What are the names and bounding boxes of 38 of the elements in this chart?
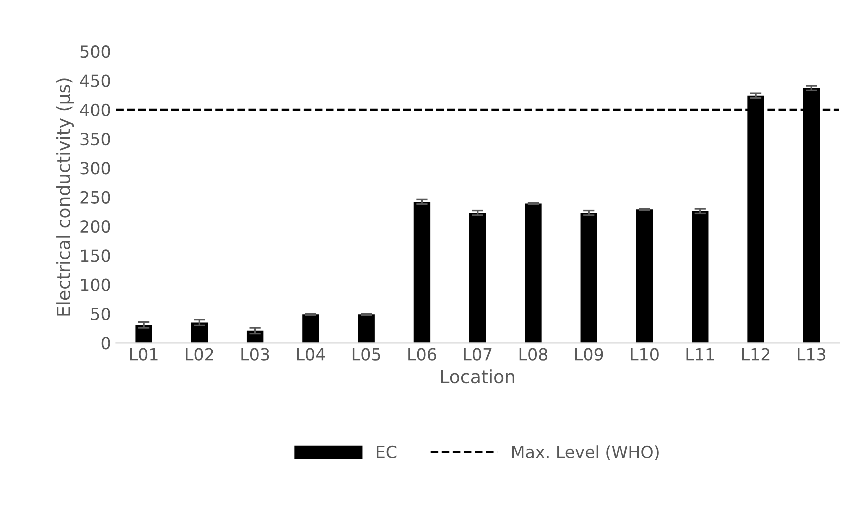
x-tick-label: L10 (631, 348, 659, 361)
bar (692, 211, 709, 344)
y-tick-label: 50 (91, 308, 110, 321)
y-tick-label: 200 (80, 220, 110, 234)
bar (636, 210, 654, 344)
bar (302, 314, 320, 344)
bar (136, 325, 152, 344)
bar (525, 204, 542, 344)
y-tick-label: 350 (80, 133, 110, 146)
bar (414, 202, 431, 344)
y-tick-label: 400 (80, 104, 110, 116)
x-tick-label: L08 (520, 348, 548, 361)
y-tick-label: 150 (81, 250, 110, 262)
legend-label: EC (376, 446, 397, 459)
bar (580, 213, 598, 344)
x-tick-label: L09 (576, 348, 604, 361)
bar (191, 322, 208, 344)
y-tick-label: 300 (80, 162, 110, 175)
y-tick-label: 250 (80, 191, 110, 204)
y-tick-label: 0 (102, 337, 110, 350)
x-tick-label: L06 (408, 348, 436, 361)
x-tick-label: L07 (464, 348, 492, 361)
legend-label: Max. Level (WHO) (512, 446, 659, 460)
x-tick-label: L12 (742, 348, 770, 361)
x-tick-label: L05 (352, 348, 380, 361)
x-tick-label: L13 (798, 348, 826, 361)
x-tick-label: L03 (242, 348, 270, 361)
x-tick-label: L11 (686, 348, 714, 361)
bar (470, 213, 486, 344)
x-tick-label: L04 (297, 348, 326, 361)
y-tick-label: 500 (80, 46, 110, 58)
bar (358, 314, 375, 344)
x-axis-title: Location (441, 370, 515, 384)
y-tick-label: 100 (81, 278, 110, 292)
y-tick-label: 450 (80, 74, 110, 88)
x-tick-label: L01 (130, 348, 158, 361)
y-axis-title: Electrical conductivity (µs) (56, 78, 74, 316)
x-tick-label: L02 (186, 348, 214, 361)
